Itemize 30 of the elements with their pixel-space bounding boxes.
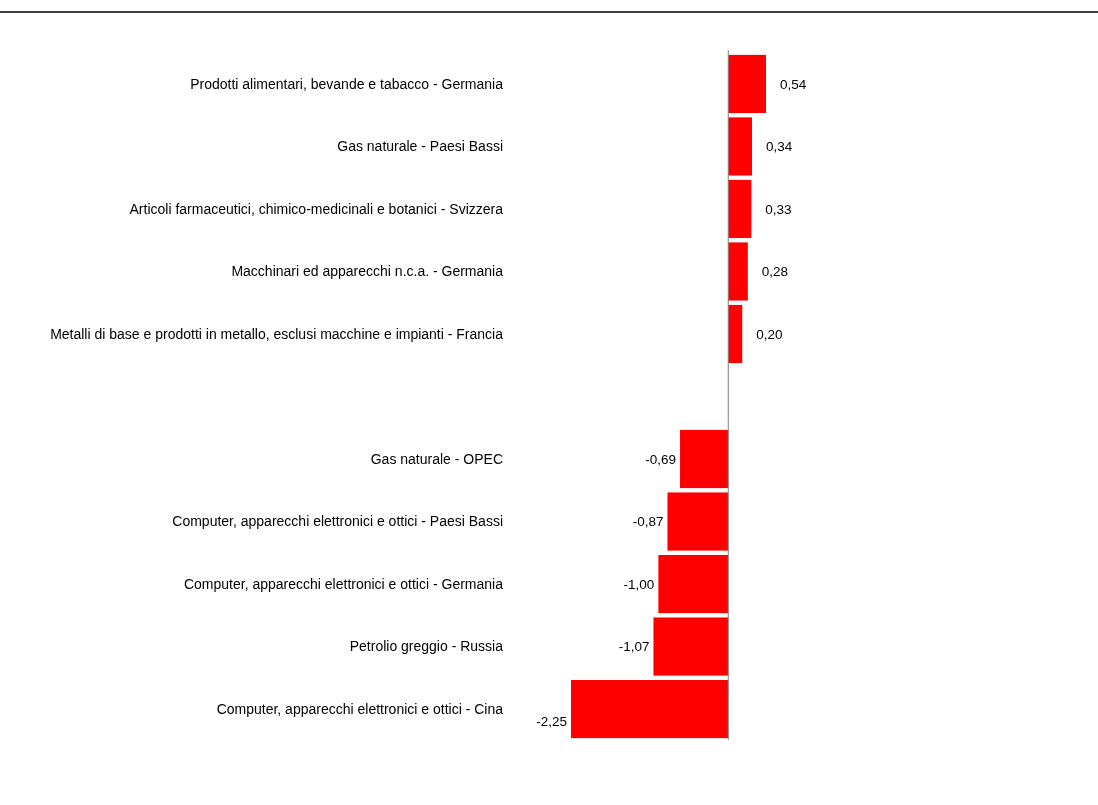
data-label: 0,33 <box>765 201 792 217</box>
bar <box>667 492 729 551</box>
data-label: -0,87 <box>632 514 664 530</box>
y-tick-label: Computer, apparecchi elettronici e ottici - Cina <box>216 700 504 717</box>
y-tick-label: Computer, apparecchi elettronici e ottici - Paesi Bassi <box>172 513 503 530</box>
bar <box>653 617 729 676</box>
y-tick-label: Computer, apparecchi elettronici e ottici - Germania <box>183 575 504 592</box>
bar <box>680 429 729 489</box>
bar <box>728 242 748 301</box>
y-tick-label: Prodotti alimentari, bevande e tabacco - Germania <box>190 75 504 92</box>
y-tick-label: Petrolio greggio - Russia <box>349 638 504 655</box>
bar <box>728 54 766 114</box>
y-tick-label: Macchinari ed apparecchi n.c.a. - Germania <box>231 263 504 280</box>
bar <box>658 554 729 614</box>
y-tick-label: Metalli di base e prodotti in metallo, esclusi macchine e impianti - Francia <box>50 325 504 342</box>
data-label: -2,25 <box>536 713 567 729</box>
y-tick-label: Gas naturale - Paesi Bassi <box>337 138 503 155</box>
bar <box>728 179 752 239</box>
data-label: 0,34 <box>766 139 793 155</box>
bar <box>728 304 743 364</box>
y-tick-label: Gas naturale - OPEC <box>370 450 503 467</box>
y-tick-label: Articoli farmaceutici, chimico-medicinali e botanici - Svizzera <box>129 200 504 217</box>
data-label: 0,54 <box>780 76 807 92</box>
data-label: 0,28 <box>761 264 789 280</box>
data-label: -0,69 <box>645 451 677 467</box>
data-label: 0,20 <box>756 326 783 342</box>
bar <box>728 117 753 176</box>
bar <box>571 679 729 739</box>
data-label: -1,00 <box>623 576 655 592</box>
data-label: -1,07 <box>618 639 650 655</box>
